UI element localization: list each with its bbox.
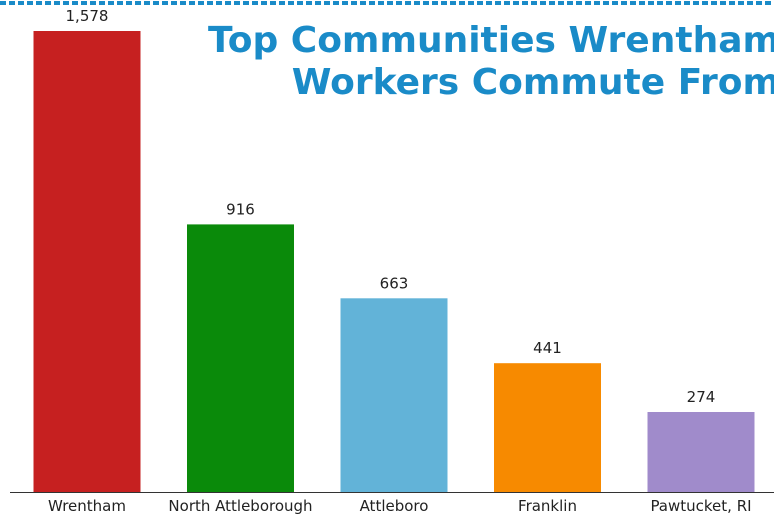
bar-franklin <box>494 363 601 492</box>
chart-title: Top Communities Wrentham Workers Commute… <box>208 20 774 104</box>
chart-title-line-1: Top Communities Wrentham <box>207 20 774 61</box>
value-label-wrentham: 1,578 <box>66 7 109 25</box>
bar-attleboro <box>340 298 448 492</box>
category-label-wrentham: Wrentham <box>48 497 126 515</box>
category-label-north-attleborough: North Attleborough <box>168 497 312 515</box>
category-label-pawtucket-ri: Pawtucket, RI <box>650 497 751 515</box>
category-label-franklin: Franklin <box>518 497 577 515</box>
chart-title-line-2: Workers Commute From <box>291 62 774 103</box>
category-label-attleboro: Attleboro <box>360 497 429 515</box>
value-label-pawtucket-ri: 274 <box>687 388 716 406</box>
top-dashed-border <box>0 1 774 5</box>
value-label-north-attleborough: 916 <box>226 200 255 218</box>
value-label-franklin: 441 <box>533 339 562 357</box>
value-label-attleboro: 663 <box>380 274 409 292</box>
bar-wrentham <box>33 31 141 492</box>
bar-pawtucket-ri <box>647 412 755 492</box>
bar-north-attleborough <box>187 224 294 492</box>
